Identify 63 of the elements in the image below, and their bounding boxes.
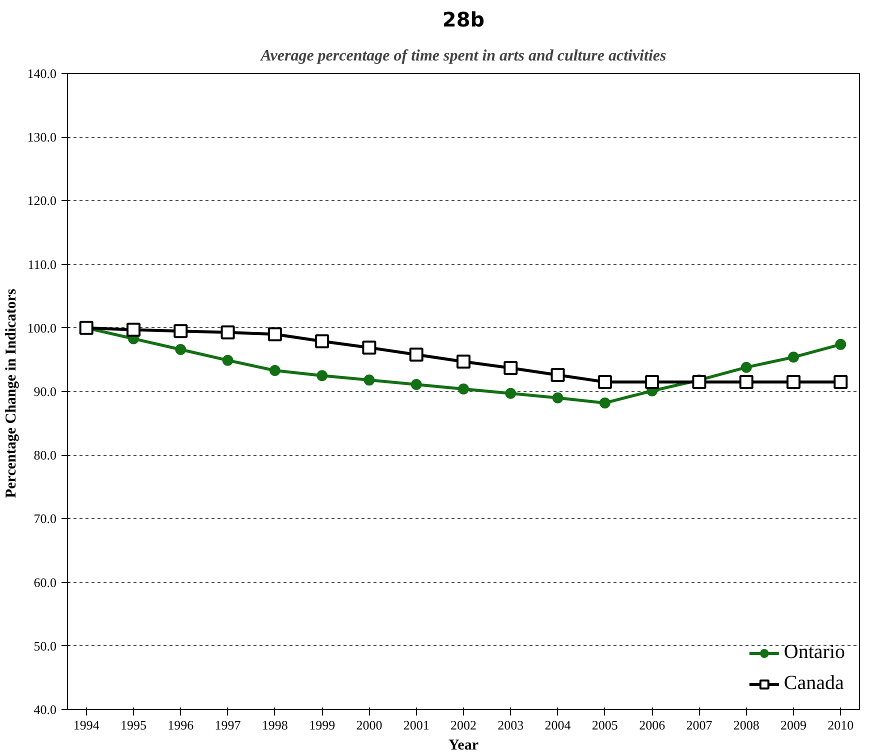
x-tick-label: 2008 [733,718,760,732]
y-tick-label: 50.0 [34,638,56,654]
point [315,334,330,348]
x-tick-label: 1994 [73,718,100,732]
y-tick-label: 90.0 [34,384,56,399]
point [786,374,800,389]
point [598,374,612,389]
y-tick-label: 40.0 [34,702,56,717]
point [364,374,375,386]
point [552,392,564,404]
point [692,374,706,389]
y-tick-label: 80.0 [34,448,56,463]
point [126,322,140,337]
point [175,344,186,356]
point [410,379,422,390]
x-tick-label: 2009 [780,718,806,732]
point [505,388,516,399]
point [269,365,280,376]
point [174,324,188,338]
y-tick-label: 140.0 [27,66,56,81]
x-tick-label: 2002 [450,718,476,732]
y-tick-label: 60.0 [34,574,56,590]
point [550,368,565,382]
point [458,383,469,394]
point [409,348,424,362]
x-tick-label: 1996 [168,718,194,732]
point [645,374,660,389]
x-tick-label: 1999 [309,718,336,732]
y-tick-label: 120.0 [27,193,56,208]
x-tick-label: 2003 [498,718,524,732]
point [222,354,234,366]
x-tick-label: 2004 [544,718,572,732]
point [220,325,235,340]
x-tick-label: 2001 [403,718,430,732]
point [268,327,282,342]
legend-label: Canada [784,672,844,695]
x-axis-title: Year [448,738,479,754]
chart-title: 28b [442,8,485,32]
y-tick-label: 130.0 [27,130,56,145]
point [788,352,799,363]
y-axis-title: Percentage Change in Indicators [3,288,20,498]
y-tick-label: 70.0 [34,511,56,526]
point [739,374,754,389]
x-tick-label: 2007 [686,718,713,732]
point [599,397,610,408]
x-tick-label: 2000 [356,718,382,732]
chart-subtitle: Average percentage of time spent in arts and culture activities [260,48,666,64]
x-tick-label: 1997 [214,718,242,732]
y-tick-label: 100.0 [27,320,56,336]
x-tick-label: 2006 [639,718,666,732]
point [362,340,376,355]
point [835,338,846,350]
point [456,354,470,369]
point [504,360,518,375]
point [834,374,848,389]
x-tick-label: 1995 [120,718,146,732]
y-tick-label: 110.0 [28,256,57,272]
point [316,370,328,382]
point [740,362,752,373]
x-tick-label: 1998 [262,718,288,732]
x-tick-label: 2010 [828,718,854,732]
legend-label: Ontario [784,641,845,664]
x-tick-label: 2005 [592,718,618,732]
